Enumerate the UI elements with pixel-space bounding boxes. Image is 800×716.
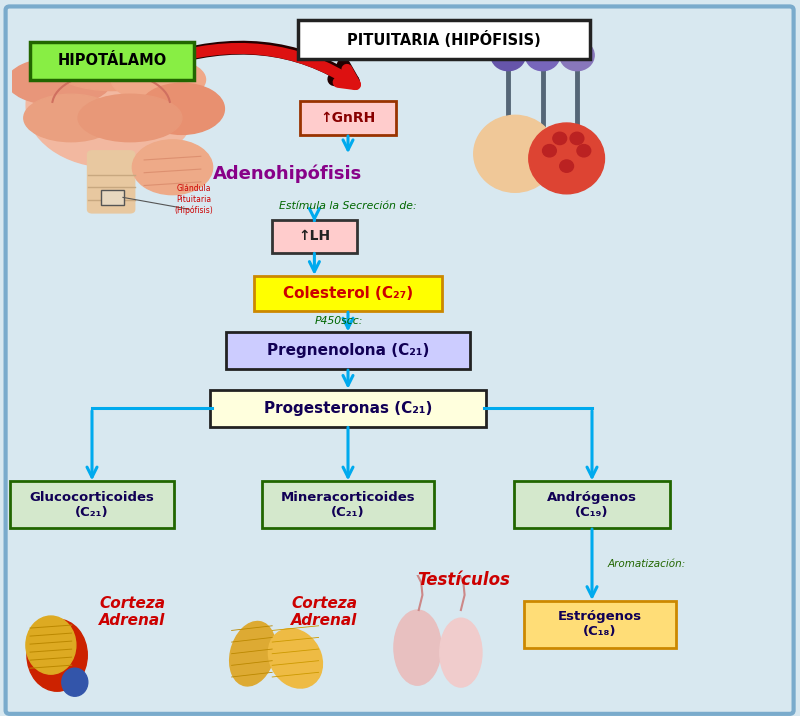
FancyBboxPatch shape	[524, 601, 677, 648]
Text: Aromatización:: Aromatización:	[608, 559, 686, 569]
Text: Progesteronas (C₂₁): Progesteronas (C₂₁)	[264, 401, 432, 415]
Text: Andrógenos
(C₁₉): Andrógenos (C₁₉)	[547, 490, 637, 519]
FancyBboxPatch shape	[254, 276, 442, 311]
FancyBboxPatch shape	[514, 481, 670, 528]
Text: Corteza
Adrenal: Corteza Adrenal	[99, 596, 165, 629]
FancyBboxPatch shape	[262, 481, 434, 528]
Text: HIPOTÁLAMO: HIPOTÁLAMO	[58, 54, 166, 68]
Text: ↑LH: ↑LH	[298, 229, 330, 243]
FancyBboxPatch shape	[210, 390, 486, 427]
Text: Colesterol (C₂₇): Colesterol (C₂₇)	[283, 286, 413, 301]
FancyBboxPatch shape	[6, 6, 794, 714]
Text: P450scc:: P450scc:	[314, 316, 362, 326]
FancyBboxPatch shape	[10, 481, 174, 528]
Text: Testículos: Testículos	[418, 571, 510, 589]
FancyBboxPatch shape	[300, 101, 397, 135]
Text: Pregnenolona (C₂₁): Pregnenolona (C₂₁)	[267, 344, 429, 358]
Text: ↑GnRH: ↑GnRH	[320, 111, 376, 125]
Text: Adenohipófisis: Adenohipófisis	[214, 164, 362, 183]
Text: Mineracorticoides
(C₂₁): Mineracorticoides (C₂₁)	[281, 490, 415, 519]
FancyBboxPatch shape	[298, 20, 590, 59]
Text: Corteza
Adrenal: Corteza Adrenal	[291, 596, 357, 629]
Text: Estímula la Secreción de:: Estímula la Secreción de:	[279, 201, 417, 211]
Text: PITUITARIA (HIPÓFISIS): PITUITARIA (HIPÓFISIS)	[347, 31, 541, 48]
Text: Glucocorticoides
(C₂₁): Glucocorticoides (C₂₁)	[30, 490, 154, 519]
FancyBboxPatch shape	[30, 42, 194, 80]
Text: Estrógenos
(C₁₈): Estrógenos (C₁₈)	[558, 610, 642, 639]
FancyBboxPatch shape	[226, 332, 470, 369]
FancyBboxPatch shape	[272, 220, 357, 253]
